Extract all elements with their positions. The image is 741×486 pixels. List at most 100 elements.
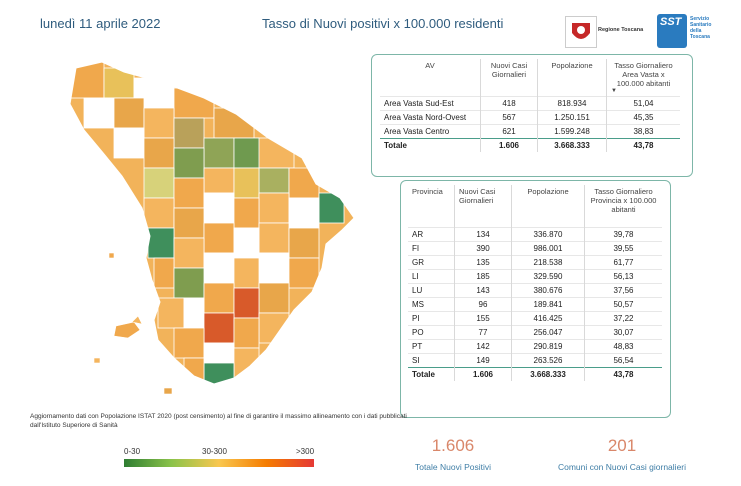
cell-av: Totale: [380, 138, 481, 152]
table-cell: 155: [454, 311, 512, 326]
table-row: FI 390 986.001 39,55: [408, 241, 662, 256]
header-popolazione[interactable]: Popolazione: [537, 59, 607, 97]
table-cell: 39,55: [584, 241, 662, 256]
table-cell: 135: [454, 255, 512, 270]
table-cell: 3.668.333: [511, 367, 585, 381]
data-update-note: Aggiornamento dati con Popolazione ISTAT…: [30, 413, 407, 429]
table-row: Area Vasta Centro 621 1.599.248 38,83: [380, 124, 680, 139]
tuscany-choropleth-map: [54, 58, 374, 398]
report-title: Tasso di Nuovi positivi x 100.000 reside…: [262, 16, 504, 31]
kpi-value: 1.606: [431, 436, 475, 455]
table-total-row: Totale 1.606 3.668.333 43,78: [380, 138, 680, 152]
regione-toscana-text: Regione Toscana: [598, 27, 644, 33]
sort-desc-icon[interactable]: ▼: [611, 88, 617, 94]
municipality-cells: [70, 62, 354, 384]
cell-av: Area Vasta Centro: [380, 124, 481, 139]
header-popolazione[interactable]: Popolazione: [511, 185, 585, 228]
table-cell: 986.001: [511, 241, 585, 256]
table-cell: FI: [408, 241, 455, 256]
legend-high-label: >300: [296, 447, 315, 456]
table-row: LI 185 329.590 56,13: [408, 269, 662, 284]
cell-casi: 418: [480, 96, 538, 111]
cell-pop: 3.668.333: [537, 138, 607, 152]
cell-tasso: 45,35: [606, 110, 680, 125]
table-cell: SI: [408, 353, 455, 368]
table-cell: LU: [408, 283, 455, 298]
cell-pop: 818.934: [537, 96, 607, 111]
table-cell: 143: [454, 283, 512, 298]
table-cell: 218.538: [511, 255, 585, 270]
sst-text: Servizio Sanitario della Toscana: [690, 16, 712, 40]
table-cell: LI: [408, 269, 455, 284]
table-cell: PO: [408, 325, 455, 340]
table-cell: 96: [454, 297, 512, 312]
table-cell: 61,77: [584, 255, 662, 270]
table-cell: 189.841: [511, 297, 585, 312]
kpi-label: Comuni con Nuovi Casi giornalieri: [557, 462, 687, 472]
cell-tasso: 43,78: [606, 138, 680, 152]
table-cell: Totale: [408, 367, 455, 381]
cell-casi: 567: [480, 110, 538, 125]
table-cell: 37,56: [584, 283, 662, 298]
cell-casi: 1.606: [480, 138, 538, 152]
table-cell: 390: [454, 241, 512, 256]
table-cell: 37,22: [584, 311, 662, 326]
header-provincia[interactable]: Provincia: [412, 187, 443, 196]
cell-tasso: 38,83: [606, 124, 680, 139]
table-cell: 336.870: [511, 227, 585, 242]
kpi-label: Totale Nuovi Positivi: [414, 462, 492, 472]
table-cell: PI: [408, 311, 455, 326]
cell-casi: 621: [480, 124, 538, 139]
table-header-row: AV Nuovi Casi Giornalieri Popolazione Ta…: [380, 59, 680, 97]
table-row: AR 134 336.870 39,78: [408, 227, 662, 242]
header-av[interactable]: AV: [425, 61, 435, 70]
table-cell: 50,57: [584, 297, 662, 312]
table-header-row: Provincia Nuovi Casi Giornalieri Popolaz…: [408, 185, 662, 228]
header-nuovi-casi[interactable]: Nuovi Casi Giornalieri: [454, 185, 512, 228]
area-vasta-card: AV Nuovi Casi Giornalieri Popolazione Ta…: [371, 54, 693, 177]
table-cell: 290.819: [511, 339, 585, 354]
table-row: PT 142 290.819 48,83: [408, 339, 662, 354]
table-cell: 256.047: [511, 325, 585, 340]
provincia-table: Provincia Nuovi Casi Giornalieri Popolaz…: [408, 185, 662, 381]
header-nuovi-casi[interactable]: Nuovi Casi Giornalieri: [480, 59, 538, 97]
table-cell: AR: [408, 227, 455, 242]
table-cell: 30,07: [584, 325, 662, 340]
provincia-card: Provincia Nuovi Casi Giornalieri Popolaz…: [400, 180, 671, 418]
table-cell: 77: [454, 325, 512, 340]
area-vasta-table: AV Nuovi Casi Giornalieri Popolazione Ta…: [380, 59, 680, 152]
cell-pop: 1.250.151: [537, 110, 607, 125]
table-cell: 43,78: [584, 367, 662, 381]
table-cell: 263.526: [511, 353, 585, 368]
legend-mid-label: 30-300: [202, 447, 227, 456]
header-tasso[interactable]: Tasso Giornaliero Provincia x 100.000 ab…: [584, 185, 662, 228]
kpi-totale-nuovi-positivi: 1.606 Totale Nuovi Positivi: [398, 436, 508, 472]
table-cell: 380.676: [511, 283, 585, 298]
table-cell: 56,13: [584, 269, 662, 284]
cell-av: Area Vasta Sud-Est: [380, 96, 481, 111]
table-row: MS 96 189.841 50,57: [408, 297, 662, 312]
table-cell: 56,54: [584, 353, 662, 368]
legend-low-label: 0-30: [124, 447, 141, 456]
cell-pop: 1.599.248: [537, 124, 607, 139]
table-row: PO 77 256.047 30,07: [408, 325, 662, 340]
table-cell: 134: [454, 227, 512, 242]
islands: [93, 252, 173, 395]
kpi-comuni-nuovi-casi: 201 Comuni con Nuovi Casi giornalieri: [532, 436, 712, 472]
table-cell: 39,78: [584, 227, 662, 242]
table-cell: 185: [454, 269, 512, 284]
table-row: SI 149 263.526 56,54: [408, 353, 662, 368]
table-row: LU 143 380.676 37,56: [408, 283, 662, 298]
table-cell: 142: [454, 339, 512, 354]
table-cell: 1.606: [454, 367, 512, 381]
table-row: Area Vasta Nord-Ovest 567 1.250.151 45,3…: [380, 110, 680, 125]
table-row: PI 155 416.425 37,22: [408, 311, 662, 326]
table-total-row: Totale 1.606 3.668.333 43,78: [408, 367, 662, 381]
header-tasso[interactable]: Tasso Giornaliero Area Vasta x 100.000 a…: [606, 59, 680, 97]
sst-badge: SST: [657, 14, 687, 48]
table-cell: GR: [408, 255, 455, 270]
table-row: Area Vasta Sud-Est 418 818.934 51,04: [380, 96, 680, 111]
legend-color-scale: [124, 459, 314, 467]
cell-tasso: 51,04: [606, 96, 680, 111]
regione-toscana-logo: Regione Toscana: [565, 16, 645, 48]
